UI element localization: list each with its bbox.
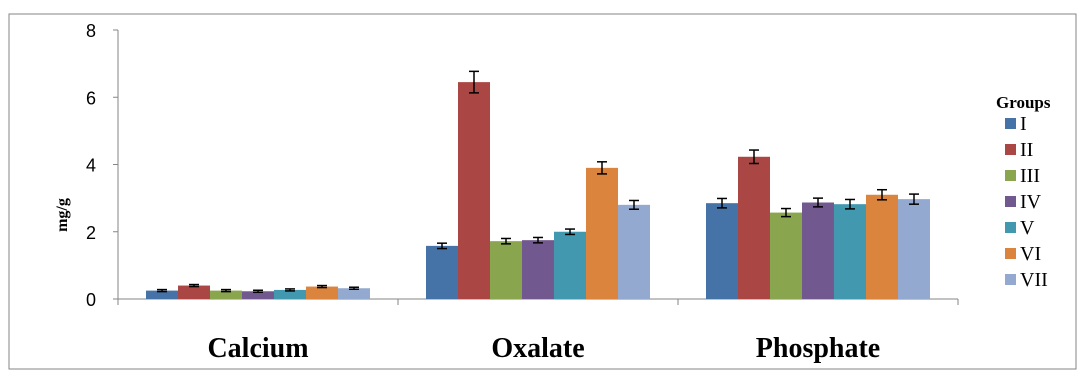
bar xyxy=(738,156,770,299)
bar xyxy=(274,289,306,299)
bar xyxy=(866,194,898,299)
legend-title: Groups xyxy=(996,93,1051,112)
y-tick-label: 0 xyxy=(86,290,96,310)
bar xyxy=(242,291,274,299)
y-tick-label: 8 xyxy=(86,21,96,41)
bar xyxy=(490,241,522,299)
legend-label: VI xyxy=(1020,243,1041,265)
legend-swatch xyxy=(1005,274,1016,285)
plot-area: 0 2 4 6 8 Calcium Oxalate Phosphate xyxy=(86,21,959,364)
legend-label: VII xyxy=(1020,269,1048,291)
bar xyxy=(898,199,930,299)
legend-label: III xyxy=(1020,165,1040,187)
bar xyxy=(522,240,554,299)
legend-label: I xyxy=(1020,113,1027,135)
bar xyxy=(210,290,242,299)
legend-swatch xyxy=(1005,144,1016,155)
bar xyxy=(146,290,178,299)
y-axis-label: mg/g xyxy=(54,198,71,232)
legend-swatch xyxy=(1005,248,1016,259)
bar xyxy=(802,202,834,299)
legend-label: V xyxy=(1020,217,1035,239)
bar xyxy=(706,203,738,299)
y-tick-label: 2 xyxy=(86,223,96,243)
legend-swatch xyxy=(1005,222,1016,233)
bar xyxy=(338,288,370,299)
chart-border xyxy=(8,13,1077,370)
y-tick-label: 4 xyxy=(86,156,96,176)
bar xyxy=(770,212,802,299)
legend-label: IV xyxy=(1020,191,1042,213)
bar xyxy=(178,285,210,299)
category-label: Oxalate xyxy=(491,333,584,364)
category-label: Calcium xyxy=(207,333,308,364)
bar xyxy=(834,204,866,299)
bar xyxy=(458,82,490,300)
bar xyxy=(306,286,338,299)
legend-swatch xyxy=(1005,118,1016,129)
legend-label: II xyxy=(1020,139,1033,161)
bar xyxy=(586,167,618,299)
bar xyxy=(426,245,458,299)
y-tick-label: 6 xyxy=(86,88,96,108)
legend-swatch xyxy=(1005,196,1016,207)
bar xyxy=(554,231,586,299)
bar xyxy=(618,204,650,299)
category-label: Phosphate xyxy=(756,333,880,364)
legend-swatch xyxy=(1005,170,1016,181)
